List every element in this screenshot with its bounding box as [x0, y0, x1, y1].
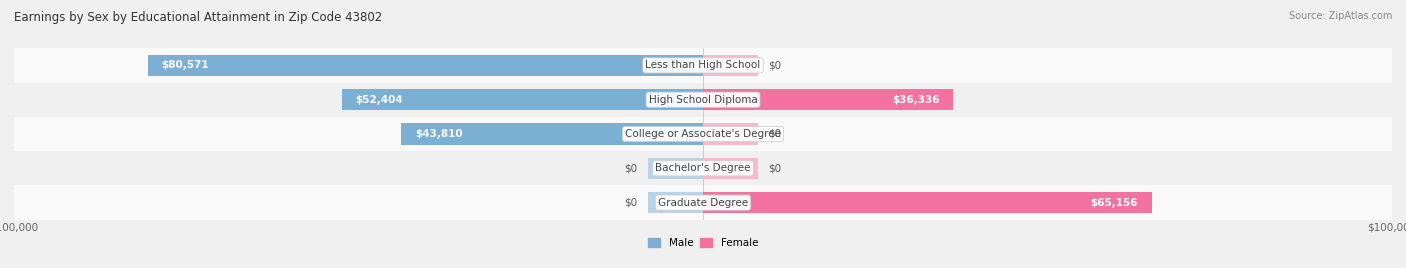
Text: Earnings by Sex by Educational Attainment in Zip Code 43802: Earnings by Sex by Educational Attainmen… — [14, 11, 382, 24]
Bar — [342, 89, 703, 110]
Bar — [703, 89, 953, 110]
Text: College or Associate's Degree: College or Associate's Degree — [626, 129, 780, 139]
Bar — [648, 192, 703, 213]
Text: $0: $0 — [769, 129, 782, 139]
Legend: Male, Female: Male, Female — [644, 234, 762, 252]
Text: Bachelor's Degree: Bachelor's Degree — [655, 163, 751, 173]
Bar — [648, 158, 703, 179]
Text: $0: $0 — [624, 163, 637, 173]
Bar — [703, 158, 758, 179]
Text: $0: $0 — [624, 198, 637, 208]
Text: Graduate Degree: Graduate Degree — [658, 198, 748, 208]
Text: Less than High School: Less than High School — [645, 60, 761, 70]
Text: $0: $0 — [769, 163, 782, 173]
Bar — [703, 55, 758, 76]
Text: Source: ZipAtlas.com: Source: ZipAtlas.com — [1288, 11, 1392, 21]
Bar — [14, 185, 1392, 220]
Text: High School Diploma: High School Diploma — [648, 95, 758, 105]
Text: $36,336: $36,336 — [891, 95, 939, 105]
Bar — [14, 151, 1392, 185]
Bar — [14, 83, 1392, 117]
Bar — [14, 117, 1392, 151]
Text: $65,156: $65,156 — [1091, 198, 1137, 208]
Bar — [703, 192, 1152, 213]
Bar — [14, 48, 1392, 83]
Text: $52,404: $52,404 — [356, 95, 404, 105]
Bar — [401, 123, 703, 145]
Bar — [148, 55, 703, 76]
Text: $0: $0 — [769, 60, 782, 70]
Text: $43,810: $43,810 — [415, 129, 463, 139]
Bar — [703, 123, 758, 145]
Text: $80,571: $80,571 — [162, 60, 209, 70]
